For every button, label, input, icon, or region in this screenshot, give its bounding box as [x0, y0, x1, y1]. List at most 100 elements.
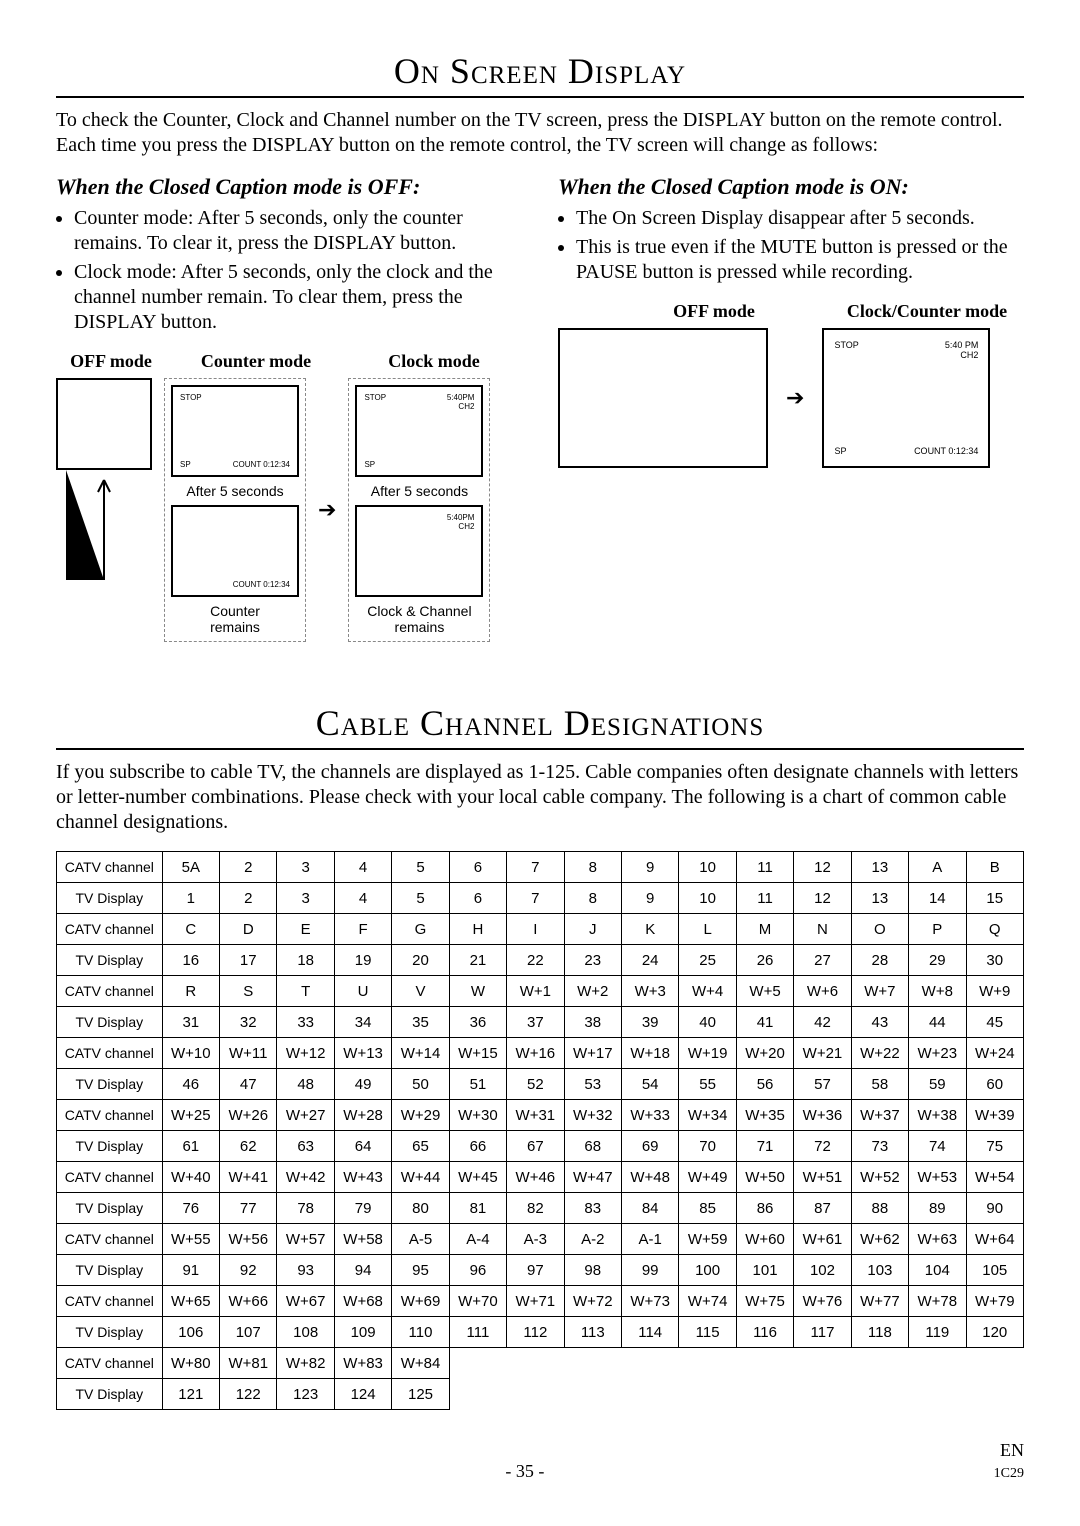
channel-cell: A-4 [449, 1224, 506, 1255]
channel-cell: F [334, 914, 391, 945]
channel-cell: 94 [334, 1255, 391, 1286]
channel-cell: A-5 [392, 1224, 449, 1255]
screen-counter-full: STOP SPCOUNT 0:12:34 [171, 385, 299, 477]
screen-on-full: STOP5:40 PMCH2 SPCOUNT 0:12:34 [822, 328, 990, 468]
channel-cell: W+3 [621, 976, 678, 1007]
screen-counter-only: COUNT 0:12:34 [171, 505, 299, 597]
channel-cell: 14 [909, 883, 966, 914]
channel-cell: I [507, 914, 564, 945]
table-row: CATV channelW+65W+66W+67W+68W+69W+70W+71… [57, 1286, 1024, 1317]
diagram-on: ➔ STOP5:40 PMCH2 SPCOUNT 0:12:34 [558, 328, 1024, 468]
channel-cell: W+25 [162, 1100, 219, 1131]
channel-cell: 47 [220, 1069, 277, 1100]
channel-cell: 41 [736, 1007, 793, 1038]
channel-cell: 87 [794, 1193, 851, 1224]
channel-cell: 12 [794, 883, 851, 914]
channel-cell: 48 [277, 1069, 334, 1100]
channel-cell: W+12 [277, 1038, 334, 1069]
channel-cell: L [679, 914, 736, 945]
channel-cell: 109 [334, 1317, 391, 1348]
channel-cell: 100 [679, 1255, 736, 1286]
channel-cell: W+7 [851, 976, 908, 1007]
counter-remains-label: Counter remains [210, 603, 260, 635]
channel-cell: 4 [334, 883, 391, 914]
channel-cell: 8 [564, 852, 621, 883]
channel-cell: 107 [220, 1317, 277, 1348]
table-row: TV Display919293949596979899100101102103… [57, 1255, 1024, 1286]
channel-cell: Q [966, 914, 1023, 945]
channel-cell: 2 [220, 883, 277, 914]
channel-cell: 97 [507, 1255, 564, 1286]
channel-cell: 11 [736, 883, 793, 914]
channel-cell: 22 [507, 945, 564, 976]
tv-display-label: TV Display [57, 1317, 163, 1348]
channel-cell: 60 [966, 1069, 1023, 1100]
channel-cell: 73 [851, 1131, 908, 1162]
channel-cell: 71 [736, 1131, 793, 1162]
channel-cell: V [392, 976, 449, 1007]
channel-cell: W+35 [736, 1100, 793, 1131]
channel-cell: 78 [277, 1193, 334, 1224]
channel-cell: 99 [621, 1255, 678, 1286]
channel-cell: 80 [392, 1193, 449, 1224]
footer: - 35 - EN 1C29 [56, 1440, 1024, 1482]
channel-cell: 55 [679, 1069, 736, 1100]
channel-cell: 8 [564, 883, 621, 914]
channel-cell: 29 [909, 945, 966, 976]
catv-channel-label: CATV channel [57, 1286, 163, 1317]
channel-cell: W+78 [909, 1286, 966, 1317]
channel-cell: 64 [334, 1131, 391, 1162]
channel-cell: 89 [909, 1193, 966, 1224]
channel-cell: W+36 [794, 1100, 851, 1131]
channel-cell: 96 [449, 1255, 506, 1286]
channel-cell: W+42 [277, 1162, 334, 1193]
channel-cell: 4 [334, 852, 391, 883]
table-row: CATV channelCDEFGHIJKLMNOPQ [57, 914, 1024, 945]
catv-channel-label: CATV channel [57, 1162, 163, 1193]
channel-cell: 31 [162, 1007, 219, 1038]
channel-cell: M [736, 914, 793, 945]
channel-cell: 104 [909, 1255, 966, 1286]
channel-cell: 2 [220, 852, 277, 883]
channel-cell: W+63 [909, 1224, 966, 1255]
channel-cell: W+30 [449, 1100, 506, 1131]
clock-remains-label: Clock & Channel remains [367, 603, 471, 635]
table-row: CATV channelW+80W+81W+82W+83W+84 [57, 1348, 1024, 1379]
tv-display-label: TV Display [57, 1193, 163, 1224]
bullets-on: The On Screen Display disappear after 5 … [558, 206, 1024, 285]
channel-cell: 98 [564, 1255, 621, 1286]
channel-cell: 35 [392, 1007, 449, 1038]
channel-cell: W+11 [220, 1038, 277, 1069]
channel-cell: W+48 [621, 1162, 678, 1193]
channel-cell: W+33 [621, 1100, 678, 1131]
channel-cell: 44 [909, 1007, 966, 1038]
rule [56, 748, 1024, 750]
channel-cell: N [794, 914, 851, 945]
channel-cell: 13 [851, 883, 908, 914]
channel-cell: A [909, 852, 966, 883]
channel-cell: 9 [621, 883, 678, 914]
channel-cell: 79 [334, 1193, 391, 1224]
catv-channel-label: CATV channel [57, 1224, 163, 1255]
channel-cell: W+60 [736, 1224, 793, 1255]
channel-cell: A-1 [621, 1224, 678, 1255]
channel-cell: 5 [392, 852, 449, 883]
channel-cell: 93 [277, 1255, 334, 1286]
channel-cell: W+67 [277, 1286, 334, 1317]
channel-cell: 39 [621, 1007, 678, 1038]
diag-labels-off: OFF mode Counter mode Clock mode [56, 351, 522, 372]
tv-display-label: TV Display [57, 945, 163, 976]
channel-cell: 52 [507, 1069, 564, 1100]
channel-cell: 117 [794, 1317, 851, 1348]
catv-channel-label: CATV channel [57, 1100, 163, 1131]
channel-cell: 86 [736, 1193, 793, 1224]
channel-cell: 20 [392, 945, 449, 976]
channel-cell: W+24 [966, 1038, 1023, 1069]
screen-on-blank [558, 328, 768, 468]
channel-cell: 124 [334, 1379, 391, 1410]
channel-cell: 114 [621, 1317, 678, 1348]
channel-cell: 33 [277, 1007, 334, 1038]
channel-cell: W+65 [162, 1286, 219, 1317]
channel-cell: 95 [392, 1255, 449, 1286]
intro-osd: To check the Counter, Clock and Channel … [56, 108, 1024, 158]
